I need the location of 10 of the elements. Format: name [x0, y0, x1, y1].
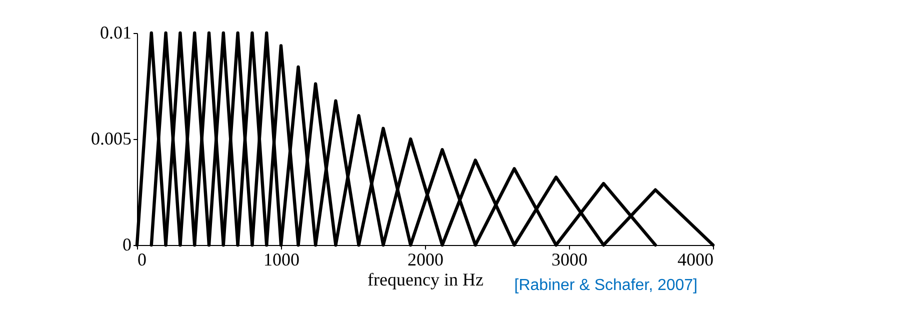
- y-tick-label: 0: [122, 234, 132, 254]
- x-tick-label: 1000: [264, 250, 300, 270]
- y-tick-label: 0.01: [100, 22, 132, 42]
- x-tick-label: 2000: [408, 250, 444, 270]
- x-tick-label: 0: [138, 250, 146, 270]
- text: [Rabiner & Schafer, 2007]: [514, 277, 698, 294]
- x-tick-label: 4000: [678, 250, 714, 270]
- x-axis-title: frequency in Hz: [368, 270, 484, 290]
- y-tick-label: 0.005: [91, 128, 132, 148]
- x-tick-label: 3000: [552, 250, 588, 270]
